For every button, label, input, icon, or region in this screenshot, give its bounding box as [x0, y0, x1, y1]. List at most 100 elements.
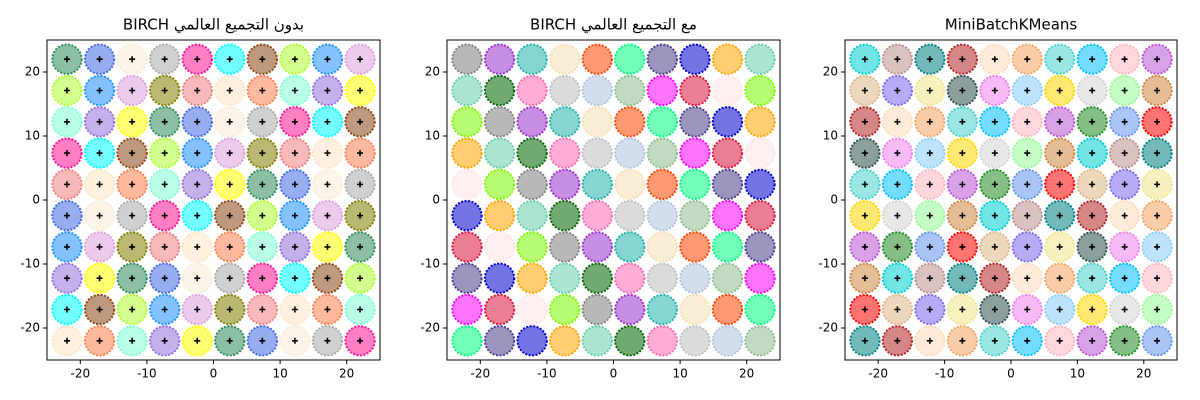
center-marker — [291, 306, 298, 313]
y-tick-label: 20 — [25, 65, 40, 79]
center-marker — [161, 87, 168, 94]
cluster-blob — [451, 137, 483, 169]
cluster-blob — [516, 43, 548, 75]
center-marker — [1154, 306, 1161, 313]
x-tick-label: 20 — [1136, 367, 1151, 381]
cluster-blob — [549, 106, 581, 138]
x-tick-label: 20 — [339, 367, 354, 381]
center-marker — [129, 306, 136, 313]
cluster-blob — [483, 137, 516, 169]
cluster-blob — [679, 199, 711, 232]
center-marker — [161, 118, 168, 125]
center-marker — [259, 150, 266, 157]
center-marker — [194, 150, 201, 157]
cluster-blob — [711, 231, 744, 263]
center-marker — [226, 87, 233, 94]
center-marker — [894, 87, 901, 94]
y-tick-label: 0 — [432, 193, 440, 207]
center-marker — [959, 337, 966, 344]
center-marker — [1121, 56, 1128, 63]
center-marker — [894, 243, 901, 250]
plot-area — [51, 43, 376, 357]
x-tick-label: 10 — [672, 367, 687, 381]
cluster-blob — [614, 137, 646, 169]
center-marker — [259, 56, 266, 63]
center-marker — [991, 212, 998, 219]
center-marker — [96, 212, 103, 219]
x-tick-label: 0 — [210, 367, 218, 381]
x-tick-label: 0 — [610, 367, 618, 381]
y-tick-label: -20 — [818, 321, 838, 335]
center-marker — [894, 56, 901, 63]
center-marker — [63, 306, 70, 313]
y-tick-label: -10 — [20, 257, 40, 271]
center-marker — [894, 181, 901, 188]
axes-frame — [46, 39, 381, 361]
cluster-blob — [549, 293, 581, 326]
center-marker — [324, 306, 331, 313]
center-marker — [357, 275, 364, 282]
center-marker — [1089, 243, 1096, 250]
center-marker — [861, 275, 868, 282]
cluster-blob — [451, 325, 483, 357]
center-marker — [259, 118, 266, 125]
x-tick-label: -10 — [537, 367, 557, 381]
cluster-blob — [516, 293, 548, 326]
cluster-blob — [646, 231, 678, 263]
x-tick-label: -20 — [470, 367, 490, 381]
center-marker — [1024, 275, 1031, 282]
center-marker — [991, 87, 998, 94]
center-marker — [357, 87, 364, 94]
center-marker — [1024, 306, 1031, 313]
center-marker — [1024, 118, 1031, 125]
cluster-blob — [549, 199, 581, 232]
center-marker — [1024, 150, 1031, 157]
center-marker — [1154, 337, 1161, 344]
y-tick-label: 20 — [425, 65, 440, 79]
y-tick-label: 20 — [823, 65, 838, 79]
center-marker — [96, 306, 103, 313]
center-marker — [1024, 243, 1031, 250]
cluster-blob — [711, 137, 744, 169]
axes-frame — [446, 39, 781, 361]
center-marker — [357, 337, 364, 344]
center-marker — [129, 87, 136, 94]
cluster-blob — [549, 325, 581, 357]
cluster-blob — [679, 231, 711, 263]
center-marker — [194, 212, 201, 219]
center-marker — [291, 243, 298, 250]
center-marker — [1154, 212, 1161, 219]
center-marker — [959, 243, 966, 250]
center-marker — [1056, 275, 1063, 282]
center-marker — [1056, 56, 1063, 63]
cluster-blob — [516, 106, 548, 138]
cluster-blob — [483, 43, 516, 75]
center-marker — [324, 118, 331, 125]
center-marker — [861, 87, 868, 94]
center-marker — [259, 306, 266, 313]
center-marker — [129, 243, 136, 250]
center-marker — [226, 150, 233, 157]
cluster-blob — [744, 106, 776, 138]
center-marker — [96, 118, 103, 125]
center-marker — [1089, 87, 1096, 94]
y-tick-label: -10 — [818, 257, 838, 271]
cluster-blob — [483, 231, 516, 263]
center-marker — [63, 181, 70, 188]
center-marker — [291, 118, 298, 125]
cluster-blob — [516, 74, 548, 107]
cluster-blob — [581, 168, 613, 201]
center-marker — [194, 181, 201, 188]
center-marker — [926, 56, 933, 63]
cluster-blob — [516, 199, 548, 232]
center-marker — [161, 306, 168, 313]
center-marker — [259, 275, 266, 282]
cluster-blob — [614, 262, 646, 294]
center-marker — [357, 181, 364, 188]
center-marker — [1154, 275, 1161, 282]
center-marker — [161, 150, 168, 157]
center-marker — [194, 243, 201, 250]
cluster-blob — [711, 168, 744, 201]
center-marker — [1089, 306, 1096, 313]
center-marker — [259, 212, 266, 219]
